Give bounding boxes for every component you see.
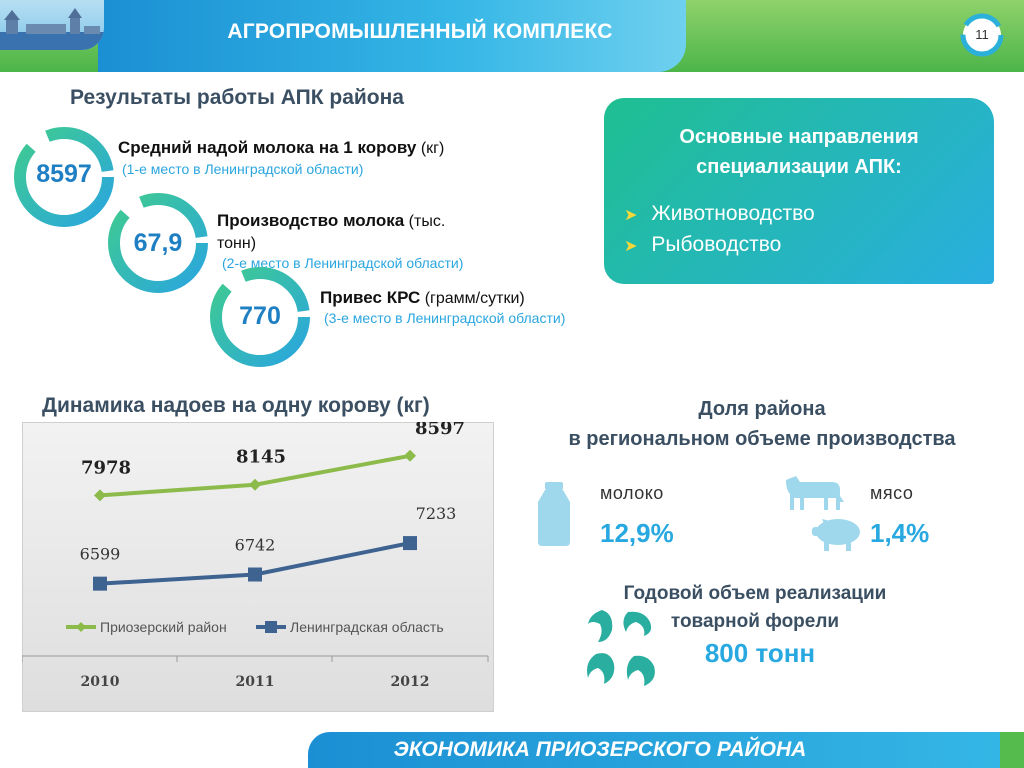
- trout-volume: 800 тонн: [704, 638, 816, 668]
- milk-share-label: молоко: [600, 483, 664, 503]
- meat-share-label: мясо: [870, 483, 914, 503]
- indicator-rank-milk-yield: (1-е место в Ленинградской области): [122, 161, 364, 177]
- arrow-bullet-icon: ➤: [624, 207, 638, 224]
- ring-icon-3: [210, 267, 310, 367]
- specialization-card: [604, 98, 994, 284]
- data-point: [94, 489, 106, 502]
- data-point: [404, 449, 416, 462]
- page-badge-ring: [960, 13, 1004, 57]
- ring-icon-2: [108, 193, 208, 293]
- arrow-bullet-icon: ➤: [624, 238, 638, 255]
- x-tick-label: 2011: [236, 674, 275, 690]
- data-label: 7978: [81, 457, 131, 478]
- ring-icon-1: [14, 127, 114, 227]
- chart-title: Динамика надоев на одну корову (кг): [42, 394, 430, 417]
- legend-marker: [76, 622, 86, 632]
- milk-share-value: 12,9%: [600, 518, 674, 548]
- share-title: Доля района в региональном объеме произво…: [568, 398, 956, 450]
- data-label: 6742: [235, 536, 276, 555]
- data-label: 7233: [416, 504, 457, 523]
- indicator-rank-weight-gain: (3-е место в Ленинградской области): [324, 310, 566, 326]
- specialization-title: Основные направления специализации АПК:: [679, 126, 919, 178]
- chart-panel: [22, 422, 494, 712]
- indicator-label-weight-gain: Привес КРС (грамм/сутки): [320, 288, 525, 307]
- indicator-label-milk-production: Производство молока (тыс. тонн): [217, 211, 446, 252]
- x-tick-label: 2012: [391, 674, 430, 690]
- legend-marker: [265, 621, 277, 633]
- specialization-item: ➤ Животноводство: [624, 202, 815, 225]
- milk-bottle-icon: [538, 482, 570, 546]
- trout-title: Годовой объем реализации товарной форели: [623, 583, 887, 632]
- data-point: [248, 567, 262, 582]
- legend-label: Ленинградская область: [290, 619, 444, 635]
- specialization-item: ➤ Рыбоводство: [624, 233, 782, 256]
- town-logo: [0, 0, 104, 50]
- pig-icon: [812, 519, 860, 551]
- data-label: 8145: [236, 447, 286, 468]
- data-label: 6599: [80, 545, 121, 564]
- data-point: [403, 536, 417, 551]
- indicator-value-milk-yield: 8597: [36, 160, 92, 188]
- cow-icon: [786, 476, 844, 510]
- page-number: 11: [975, 27, 989, 42]
- footer-accent: [1000, 732, 1024, 768]
- fish-icon: [587, 610, 655, 686]
- footer-title: ЭКОНОМИКА ПРИОЗЕРСКОГО РАЙОНА: [393, 738, 807, 761]
- indicator-value-weight-gain: 770: [239, 302, 281, 330]
- legend-label: Приозерский район: [100, 619, 227, 635]
- footer-bar: [308, 732, 1024, 768]
- x-tick-label: 2010: [81, 674, 120, 690]
- data-label: 8597: [415, 422, 465, 439]
- results-title: Результаты работы АПК района: [70, 86, 404, 109]
- page-header-title: АГРОПРОМЫШЛЕННЫЙ КОМПЛЕКС: [227, 20, 613, 43]
- indicator-label-milk-yield: Средний надой молока на 1 корову (кг): [118, 138, 445, 157]
- data-point: [93, 576, 107, 591]
- header-banner: [98, 0, 686, 72]
- data-point: [249, 478, 261, 491]
- milk-yield-line-chart: 7978 8145 8597 6599 6742 7233 Приозерский райо…: [22, 422, 489, 690]
- indicator-value-milk-production: 67,9: [133, 229, 183, 257]
- indicator-rank-milk-production: (2-е место в Ленинградской области): [222, 255, 464, 271]
- meat-share-value: 1,4%: [870, 518, 930, 548]
